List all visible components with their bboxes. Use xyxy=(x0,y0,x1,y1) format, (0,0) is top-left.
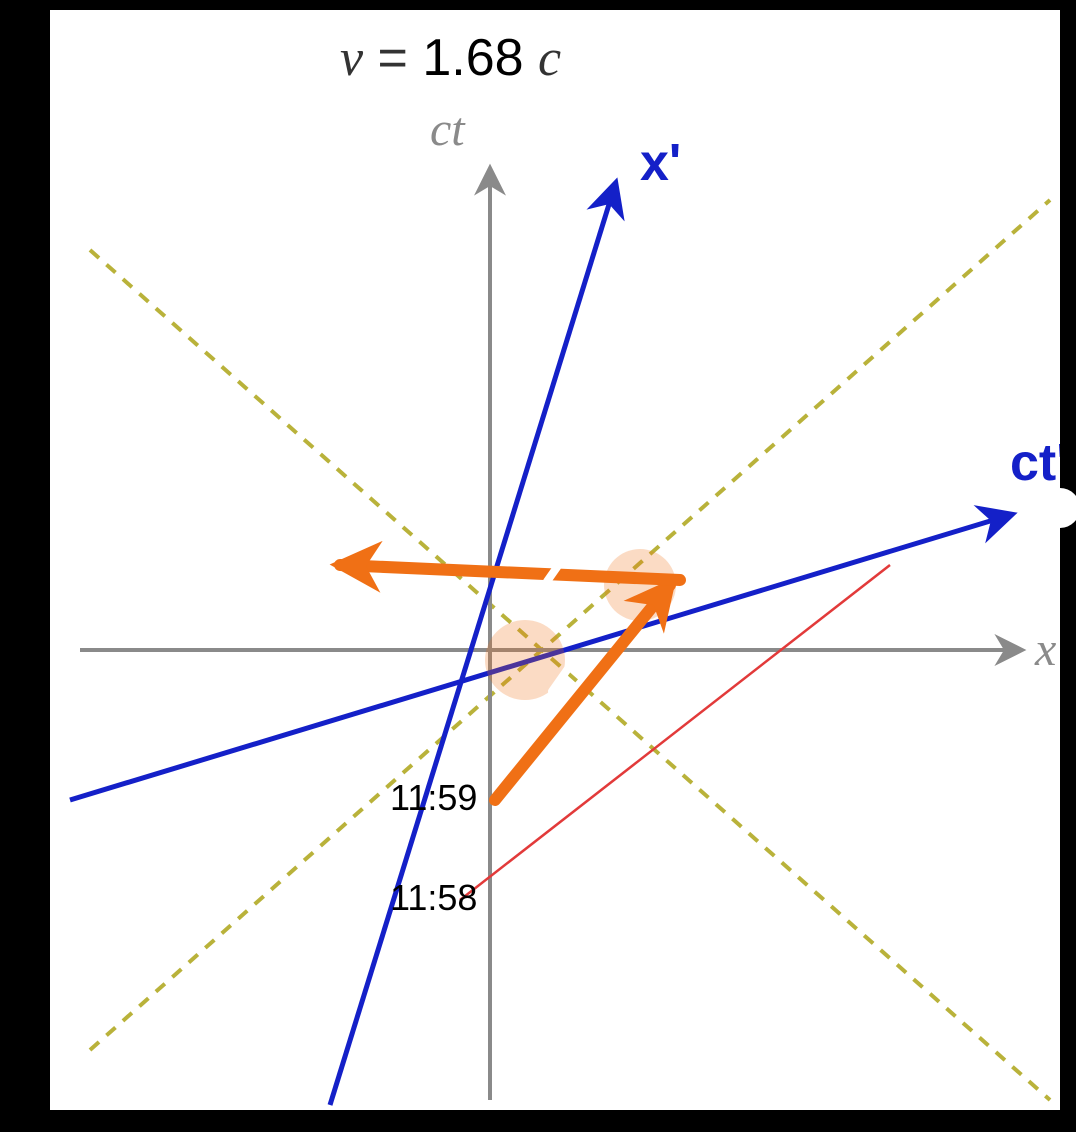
ct-prime-label: ct' xyxy=(1010,434,1060,492)
x-prime-label: x' xyxy=(640,134,681,192)
time-label: 11:59 xyxy=(390,777,477,818)
diagram-panel: x ct x' ct' v = 1.68 c 11:59 11:58 xyxy=(50,10,1060,1110)
light-cone-line xyxy=(90,250,1050,1100)
x-axis-label: x xyxy=(1034,623,1056,676)
time-labels: 11:59 11:58 xyxy=(390,777,477,918)
velocity-title: v = 1.68 c xyxy=(340,29,561,87)
ct-axis-label: ct xyxy=(430,103,466,156)
x-prime-axis xyxy=(330,185,615,1105)
spacetime-diagram: x ct x' ct' v = 1.68 c 11:59 11:58 xyxy=(50,10,1060,1110)
time-label: 11:58 xyxy=(390,877,477,918)
